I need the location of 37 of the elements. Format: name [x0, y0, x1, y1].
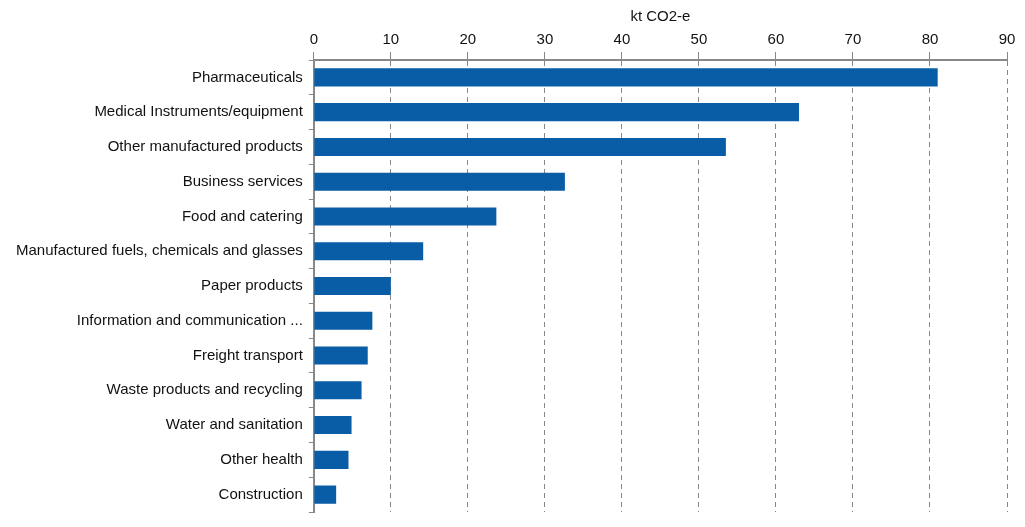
x-axis-title: kt CO2-e [630, 7, 691, 25]
y-tick-label: Freight transport [192, 345, 304, 363]
bar [314, 207, 497, 226]
bar [314, 450, 349, 469]
x-tick-label: 0 [309, 30, 318, 48]
x-tick-label: 90 [998, 30, 1016, 48]
x-tick-label: 10 [382, 30, 400, 48]
bar [314, 276, 391, 296]
bar [314, 68, 938, 87]
y-tick-label: Food and catering [181, 206, 303, 224]
x-tick-label: 70 [844, 30, 862, 48]
bar [314, 103, 800, 122]
x-tick-label: 20 [459, 30, 477, 48]
y-tick-label: Pharmaceuticals [191, 67, 303, 85]
bar [314, 416, 352, 435]
x-tick-label: 60 [767, 30, 785, 48]
bar [314, 172, 565, 191]
x-tick-label: 30 [536, 30, 554, 48]
bar [314, 137, 726, 156]
bar [314, 346, 368, 365]
bar [314, 381, 362, 400]
bar [314, 311, 373, 330]
y-tick-label: Other manufactured products [107, 137, 303, 155]
x-tick-label: 80 [921, 30, 939, 48]
y-tick-label: Medical Instruments/equipment [94, 102, 304, 120]
bar [314, 242, 424, 261]
y-tick-label: Information and communication ... [76, 310, 303, 328]
x-tick-label: 40 [613, 30, 631, 48]
y-tick-label: Waste products and recycling [106, 380, 303, 398]
y-tick-label: Manufactured fuels, chemicals and glasses [15, 241, 303, 259]
y-tick-label: Other health [220, 449, 303, 467]
x-tick-label: 50 [690, 30, 708, 48]
y-tick-label: Business services [182, 171, 303, 189]
y-tick-label: Paper products [201, 276, 303, 294]
bar [314, 485, 337, 504]
y-tick-label: Construction [218, 484, 303, 502]
y-tick-label: Water and sanitation [165, 415, 303, 433]
